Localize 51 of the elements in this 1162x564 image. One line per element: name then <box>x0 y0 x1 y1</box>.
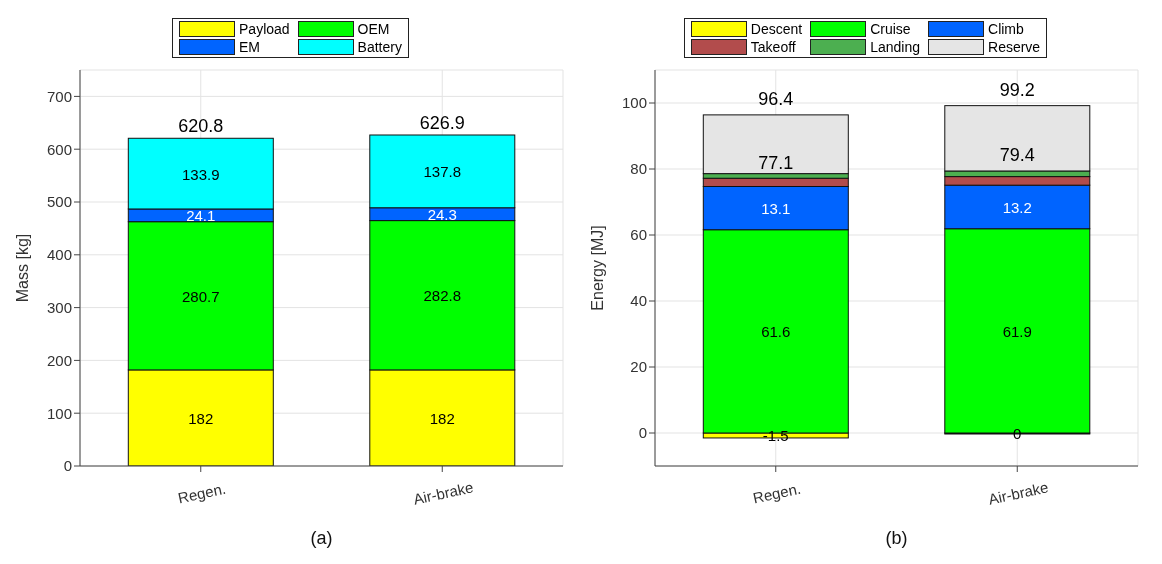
data-label: 182 <box>188 409 214 427</box>
data-label: 137.8 <box>423 163 462 181</box>
total-label: 620.8 <box>178 116 224 137</box>
y-tick-label: 100 <box>621 94 647 112</box>
x-axis-title: (a) <box>310 528 333 548</box>
data-label: 133.9 <box>182 165 220 183</box>
legend-label: Battery <box>357 39 402 55</box>
x-tick-label: Regen. <box>751 479 803 507</box>
x-axis-title: (b) <box>885 528 908 548</box>
annotation: 79.4 <box>999 144 1035 165</box>
legend-label: Descent <box>750 21 803 37</box>
total-label: 626.9 <box>419 113 465 133</box>
annotation: 99.2 <box>999 79 1035 100</box>
y-tick-label: 200 <box>46 351 72 369</box>
data-label: 61.9 <box>1002 322 1032 340</box>
data-label: 24.1 <box>186 207 216 225</box>
data-label: 13.2 <box>1002 198 1032 216</box>
data-label: 182 <box>429 409 455 427</box>
y-tick-label: 700 <box>46 87 72 105</box>
data-label: 13.1 <box>761 200 791 218</box>
y-tick-label: 400 <box>46 246 72 264</box>
annotation: 77.1 <box>758 152 794 173</box>
legend-label: OEM <box>357 21 390 37</box>
legend-label: Landing <box>870 39 921 55</box>
data-label: 280.7 <box>182 287 220 305</box>
legend-label: Payload <box>239 21 290 37</box>
data-label: 61.6 <box>761 323 791 341</box>
x-tick-label: Air-brake <box>411 478 475 508</box>
x-tick-label: Air-brake <box>986 478 1050 508</box>
legend-label: Climb <box>988 21 1024 37</box>
annotation: 96.4 <box>758 88 794 109</box>
y-tick-label: 600 <box>46 140 72 158</box>
y-tick-label: 60 <box>630 226 647 244</box>
y-tick-label: 0 <box>638 424 647 442</box>
y-tick-label: 40 <box>630 292 647 310</box>
legend-label: Cruise <box>870 21 911 37</box>
y-tick-label: 100 <box>46 404 72 422</box>
data-label: 0 <box>1013 425 1022 442</box>
data-label: 24.3 <box>427 206 457 224</box>
y-tick-label: 500 <box>46 193 72 211</box>
x-tick-label: Regen. <box>176 479 228 507</box>
legend-label: EM <box>239 39 261 55</box>
y-tick-label: 80 <box>630 160 647 178</box>
data-label: 282.8 <box>423 287 462 305</box>
y-tick-label: 20 <box>630 358 647 376</box>
legend-label: Takeoff <box>750 39 796 55</box>
y-tick-label: 0 <box>63 457 72 475</box>
y-axis-title: Mass [kg] <box>13 233 31 303</box>
y-axis-title: Energy [MJ] <box>588 225 606 311</box>
y-tick-label: 300 <box>46 298 72 316</box>
legend-label: Reserve <box>988 39 1041 55</box>
